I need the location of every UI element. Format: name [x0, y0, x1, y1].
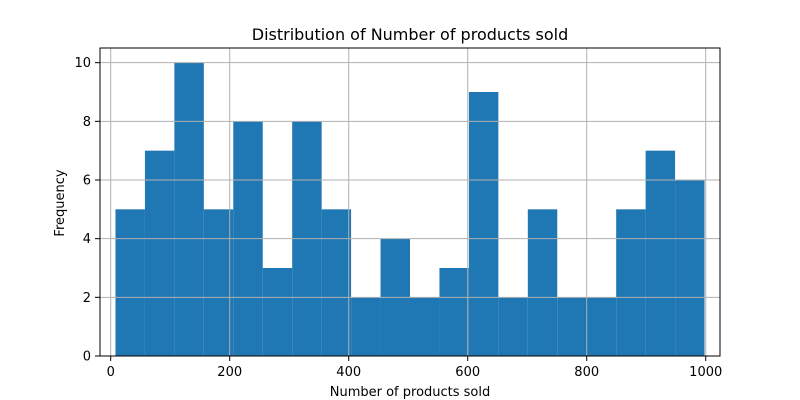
histogram-bar [144, 150, 175, 356]
histogram-bar [351, 297, 381, 356]
y-axis-ticks: 0 2 4 6 8 10 [74, 56, 100, 365]
histogram-bar [262, 268, 293, 356]
histogram-bar [645, 150, 676, 356]
histogram-bar [498, 297, 528, 356]
y-tick-label: 4 [83, 232, 91, 247]
histogram-bar [115, 209, 145, 356]
y-axis-label: Frequency [53, 169, 68, 236]
plot-frame [99, 47, 721, 357]
chart-title: Distribution of Number of products sold [252, 25, 569, 44]
histogram-bar [203, 209, 234, 356]
histogram-bar [616, 209, 646, 356]
x-tick-label: 600 [455, 365, 480, 380]
y-tick-label: 0 [83, 350, 91, 365]
histogram-bar [174, 62, 204, 357]
histogram-bar [675, 180, 705, 356]
x-tick-label: 200 [217, 365, 242, 380]
y-tick-label: 2 [83, 291, 91, 306]
y-tick-label: 8 [83, 115, 91, 130]
histogram-bar [439, 268, 469, 356]
histogram-bar [527, 209, 558, 356]
x-tick-label: 800 [574, 365, 599, 380]
x-tick-label: 400 [336, 365, 361, 380]
histogram-bar [410, 297, 440, 356]
x-tick-label: 0 [107, 365, 115, 380]
histogram-bar [557, 297, 587, 356]
histogram-bar [468, 92, 499, 356]
histogram-bar [586, 297, 617, 356]
y-tick-label: 6 [83, 174, 91, 189]
y-tick-label: 10 [74, 56, 91, 71]
x-axis-ticks: 0 200 400 600 800 1000 [107, 356, 722, 380]
x-tick-label: 1000 [689, 365, 722, 380]
x-axis-label: Number of products sold [330, 385, 491, 400]
histogram-bar [321, 209, 352, 356]
histogram-bars [115, 62, 705, 357]
